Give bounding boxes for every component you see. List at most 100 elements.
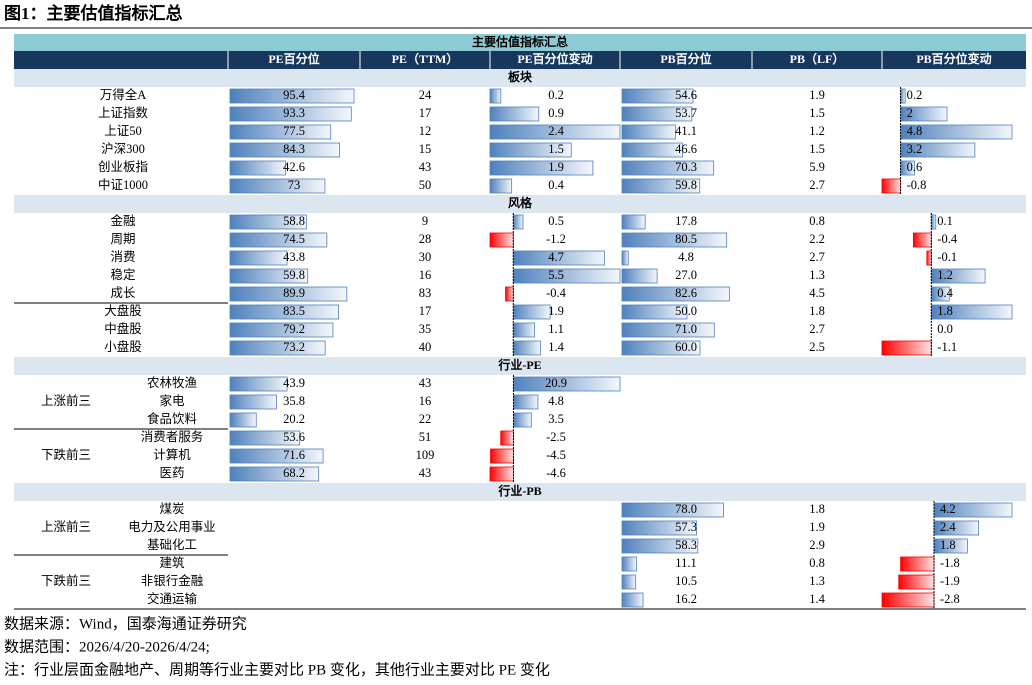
cell-value: 1.8 (809, 502, 825, 516)
row-name: 消费 (110, 250, 135, 264)
column-header: PE（TTM） (392, 51, 459, 66)
change-bar (489, 124, 621, 140)
cell-value: 50 (419, 178, 432, 192)
cell-value: -0.4 (937, 232, 958, 246)
cell-value: 73 (288, 178, 301, 192)
cell-value: 0.0 (937, 322, 953, 336)
percentile-bar (229, 142, 340, 158)
cell-value: 1.2 (809, 124, 825, 138)
cell-value: 51 (419, 430, 432, 444)
group-label: 上涨前三 (41, 393, 91, 408)
row-name: 周期 (110, 232, 135, 246)
row-name: 建筑 (159, 555, 185, 570)
row-name: 成长 (110, 286, 136, 300)
cell-value: -1.1 (937, 340, 957, 354)
cell-value: -1.9 (940, 574, 960, 588)
percentile-bar (621, 502, 724, 518)
cell-value: 0.8 (809, 214, 825, 228)
percentile-bar (229, 412, 257, 428)
percentile-bar (621, 592, 644, 608)
note: 数据范围：2026/4/20-2026/4/24; (4, 638, 210, 655)
change-bar (881, 340, 932, 356)
cell-value: 93.3 (283, 106, 305, 120)
percentile-bar (229, 376, 288, 392)
cell-value: 2.4 (548, 124, 564, 138)
cell-value: 1.9 (809, 88, 825, 102)
change-bar (512, 340, 541, 356)
cell-value: 1.8 (940, 538, 956, 552)
row-name: 农林牧渔 (147, 376, 197, 390)
row-name: 小盘股 (104, 339, 142, 354)
cell-value: 1.8 (809, 304, 825, 318)
percentile-bar (621, 106, 693, 122)
cell-value: 43 (419, 466, 432, 480)
row-name: 上证50 (104, 124, 142, 138)
cell-value: 58.8 (283, 214, 305, 228)
cell-value: 53.7 (675, 106, 697, 120)
row-name: 中盘股 (104, 321, 142, 336)
cell-value: 0.2 (907, 88, 923, 102)
row-name: 基础化工 (147, 538, 197, 552)
cell-value: -0.1 (937, 250, 957, 264)
percentile-bar (621, 88, 694, 104)
header-band (14, 51, 1026, 69)
cell-value: 2.4 (940, 520, 956, 534)
cell-value: 12 (419, 124, 432, 138)
cell-value: 0.5 (548, 214, 564, 228)
percentile-bar (229, 106, 352, 122)
cell-value: 1.4 (548, 340, 564, 354)
cell-value: 1.2 (937, 268, 953, 282)
table-caption: 主要估值指标汇总 (472, 34, 568, 49)
column-header: PB百分位 (660, 51, 711, 66)
cell-value: 1.9 (809, 520, 825, 534)
percentile-bar (229, 268, 309, 284)
cell-value: 17 (419, 106, 432, 120)
percentile-bar (229, 394, 277, 410)
percentile-bar (621, 178, 701, 194)
cell-value: 80.5 (675, 232, 697, 246)
change-bar (926, 250, 932, 266)
section-title: 板块 (508, 69, 533, 84)
change-bar (512, 322, 536, 338)
cell-value: 1.3 (809, 268, 825, 282)
cell-value: 0.9 (548, 106, 564, 120)
cell-value: 0.4 (937, 286, 953, 300)
cell-value: 20.9 (545, 376, 567, 390)
cell-value: 1.4 (809, 592, 825, 606)
cell-value: 2.7 (809, 322, 825, 336)
cell-value: 1.9 (548, 304, 564, 318)
cell-value: 5.5 (548, 268, 564, 282)
percentile-bar (621, 268, 658, 284)
cell-value: 57.3 (675, 520, 697, 534)
change-bar (900, 556, 935, 572)
cell-value: 71.0 (675, 322, 697, 336)
percentile-bar (621, 520, 697, 536)
section-band (14, 483, 1026, 501)
percentile-bar (621, 160, 714, 176)
cell-value: 43.8 (283, 250, 305, 264)
change-bar (512, 214, 524, 230)
percentile-bar (621, 250, 629, 266)
cell-value: 5.9 (809, 160, 825, 174)
change-bar (500, 430, 514, 446)
row-name: 煤炭 (159, 502, 184, 516)
row-name: 家电 (159, 393, 185, 408)
cell-value: 43 (419, 160, 432, 174)
cell-value: 4.7 (548, 250, 564, 264)
percentile-bar (229, 250, 288, 266)
cell-value: 0.2 (548, 88, 564, 102)
column-header: PB百分位变动 (916, 51, 991, 66)
row-name: 沪深300 (101, 142, 145, 156)
row-name: 食品饮料 (147, 411, 198, 426)
cell-value: 59.8 (283, 268, 305, 282)
cell-value: -4.5 (546, 448, 566, 462)
cell-value: 83 (419, 286, 432, 300)
row-name: 非银行金融 (141, 573, 204, 588)
row-name: 中证1000 (98, 177, 148, 192)
cell-value: 4.2 (940, 502, 956, 516)
cell-value: 71.6 (283, 448, 305, 462)
note: 数据来源：Wind，国泰海通证券研究 (4, 615, 247, 632)
cell-value: 82.6 (675, 286, 697, 300)
percentile-bar (229, 160, 286, 176)
cell-value: 35.8 (283, 394, 305, 408)
